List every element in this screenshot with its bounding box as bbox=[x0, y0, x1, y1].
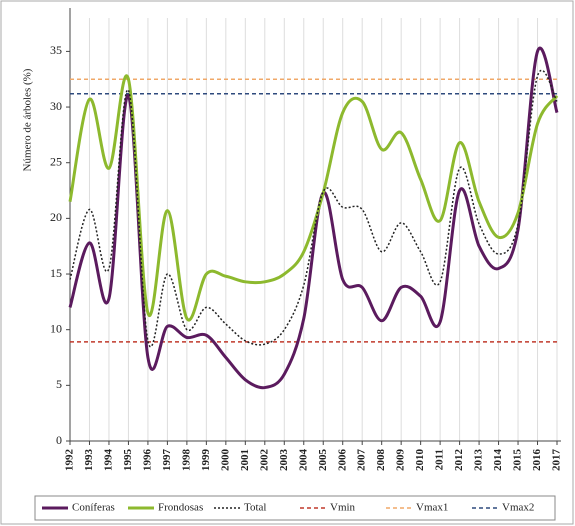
x-tick-label: 2002 bbox=[258, 449, 270, 472]
y-axis-title: Número de árboles (%) bbox=[22, 68, 34, 171]
x-tick-label: 1999 bbox=[200, 449, 212, 472]
x-tick-label: 2007 bbox=[356, 449, 368, 472]
series-line bbox=[68, 74, 559, 322]
x-tick-label: 2004 bbox=[297, 449, 309, 472]
x-tick-label: 2008 bbox=[375, 449, 387, 472]
x-tick-label: 2014 bbox=[492, 449, 504, 472]
legend-label: Total bbox=[244, 502, 266, 514]
x-tick-label: 2009 bbox=[395, 449, 407, 472]
x-tick-label: 1997 bbox=[161, 449, 173, 472]
y-tick-label: 0 bbox=[56, 433, 62, 447]
x-tick-label: 2003 bbox=[278, 449, 290, 472]
y-tick-label: 20 bbox=[50, 210, 62, 224]
legend-label: Frondosas bbox=[158, 502, 203, 514]
x-tick-label: 2010 bbox=[414, 449, 426, 472]
y-tick-label: 5 bbox=[56, 377, 62, 391]
x-tick-label: 2005 bbox=[317, 449, 329, 472]
y-tick-label: 10 bbox=[50, 321, 62, 335]
x-tick-label: 2013 bbox=[473, 449, 485, 472]
y-tick-label: 25 bbox=[50, 154, 62, 168]
x-tick-label: 1994 bbox=[102, 449, 114, 472]
y-tick-label: 15 bbox=[50, 266, 62, 280]
x-tick-label: 2006 bbox=[336, 449, 348, 472]
legend-label: Vmax2 bbox=[502, 502, 534, 514]
y-tick-label: 30 bbox=[50, 99, 62, 113]
x-tick-label: 1996 bbox=[141, 449, 153, 472]
legend-label: Vmax1 bbox=[416, 502, 448, 514]
x-tick-label: 1992 bbox=[64, 449, 76, 472]
x-tick-label: 2001 bbox=[239, 449, 251, 471]
x-tick-label: 2017 bbox=[551, 449, 563, 472]
x-tick-label: 1995 bbox=[122, 449, 134, 472]
x-tick-label: 2016 bbox=[531, 449, 543, 472]
x-tick-label: 1998 bbox=[180, 449, 192, 472]
legend bbox=[34, 495, 556, 521]
x-tick-label: 2012 bbox=[453, 449, 465, 472]
x-tick-label: 2015 bbox=[512, 449, 524, 472]
legend-label: Vmin bbox=[330, 502, 356, 514]
x-tick-label: 1993 bbox=[83, 449, 95, 472]
x-tick-label: 2000 bbox=[219, 449, 231, 472]
series-line bbox=[69, 69, 558, 348]
x-tick-label: 2011 bbox=[434, 449, 446, 470]
legend-label: Coníferas bbox=[72, 502, 115, 514]
y-tick-label: 35 bbox=[50, 43, 62, 57]
